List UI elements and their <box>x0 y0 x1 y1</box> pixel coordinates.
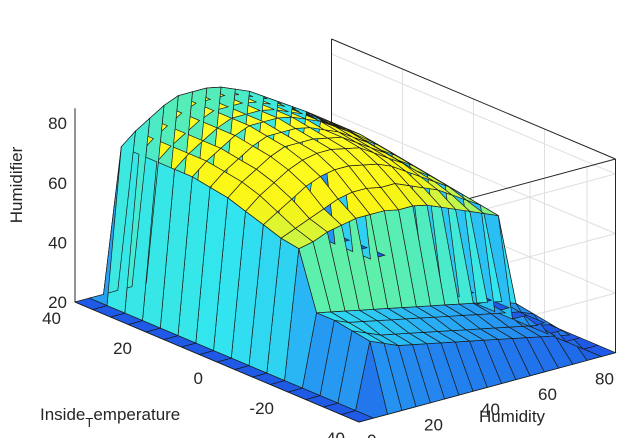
surface-mesh <box>73 86 617 423</box>
z-tick-label: 80 <box>48 114 67 133</box>
z-tick-label: 20 <box>48 293 67 312</box>
x-tick-label: -40 <box>320 429 345 438</box>
x-axis-label-main: Inside <box>40 405 85 424</box>
y-tick-label: 80 <box>595 369 614 388</box>
z-tick-label: 60 <box>48 174 67 193</box>
x-axis-label: InsideTemperature <box>40 405 180 430</box>
x-tick-label: 40 <box>42 309 61 328</box>
axis-edge <box>331 38 616 160</box>
x-axis-label-subscript: T <box>85 415 93 430</box>
surface-patch <box>73 297 109 310</box>
x-tick-label: 0 <box>194 369 203 388</box>
x-axis-label-rest: emperature <box>93 405 180 424</box>
z-tick-label: 40 <box>48 233 67 252</box>
y-axis-label: Humidity <box>479 407 546 426</box>
y-tick-label: 0 <box>367 431 376 438</box>
x-tick-label: -20 <box>249 399 274 418</box>
y-tick-label: 40 <box>481 400 500 419</box>
y-tick-label: 60 <box>538 385 557 404</box>
y-tick-label: 20 <box>424 416 443 435</box>
x-tick-label: 20 <box>113 339 132 358</box>
z-axis-label: Humidifier <box>7 146 26 223</box>
